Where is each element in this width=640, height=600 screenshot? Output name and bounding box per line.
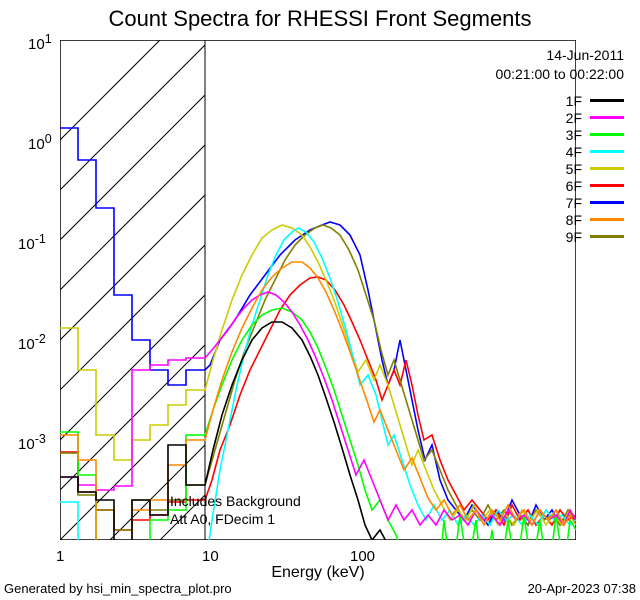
- legend-swatch-5F: [590, 167, 624, 170]
- legend-swatch-4F: [590, 150, 624, 153]
- chart-annotation: Includes Background Att A0, FDecim 1: [170, 492, 301, 528]
- y-tick-10^0[interactable]: 100: [28, 132, 52, 153]
- legend-swatch-9F: [590, 235, 624, 238]
- legend-row-7F[interactable]: 7F: [558, 194, 624, 211]
- legend-swatch-8F: [590, 218, 624, 221]
- legend-swatch-7F: [590, 201, 624, 204]
- y-tick-10^-2[interactable]: 10-2: [18, 332, 46, 353]
- legend-row-5F[interactable]: 5F: [558, 160, 624, 177]
- legend-row-1F[interactable]: 1F: [558, 92, 624, 109]
- chart-plot-area: [60, 40, 576, 540]
- x-tick-10[interactable]: 10: [202, 548, 219, 565]
- legend-row-8F[interactable]: 8F: [558, 211, 624, 228]
- legend-swatch-3F: [590, 133, 624, 136]
- y-tick-10^1[interactable]: 101: [28, 32, 52, 53]
- legend-swatch-2F: [590, 116, 624, 119]
- page-title: Count Spectra for RHESSI Front Segments: [0, 6, 640, 32]
- x-tick-100[interactable]: 100: [350, 548, 375, 565]
- x-axis-label: Energy (keV): [60, 564, 576, 582]
- spectra-lines-group: [60, 128, 576, 540]
- series-legend: 1F 2F 3F 4F 5F 6F 7F 8F 9F: [558, 92, 624, 245]
- footer-timestamp: 20-Apr-2023 07:38: [528, 581, 636, 596]
- y-tick-10^-1[interactable]: 10-1: [18, 232, 46, 253]
- hatched-exclusion-region: [60, 40, 576, 540]
- plot-border: [60, 40, 576, 540]
- x-tick-1[interactable]: 1: [56, 548, 64, 565]
- legend-swatch-6F: [590, 184, 624, 187]
- legend-row-9F[interactable]: 9F: [558, 228, 624, 245]
- legend-row-4F[interactable]: 4F: [558, 143, 624, 160]
- footer-generated-by: Generated by hsi_min_spectra_plot.pro: [4, 581, 232, 596]
- legend-swatch-1F: [590, 99, 624, 102]
- date-range-label: 14-Jun-2011 00:21:00 to 00:22:00: [496, 46, 624, 84]
- y-tick-10^-3[interactable]: 10-3: [18, 432, 46, 453]
- chart-svg: [60, 40, 576, 540]
- legend-row-6F[interactable]: 6F: [558, 177, 624, 194]
- legend-row-3F[interactable]: 3F: [558, 126, 624, 143]
- legend-row-2F[interactable]: 2F: [558, 109, 624, 126]
